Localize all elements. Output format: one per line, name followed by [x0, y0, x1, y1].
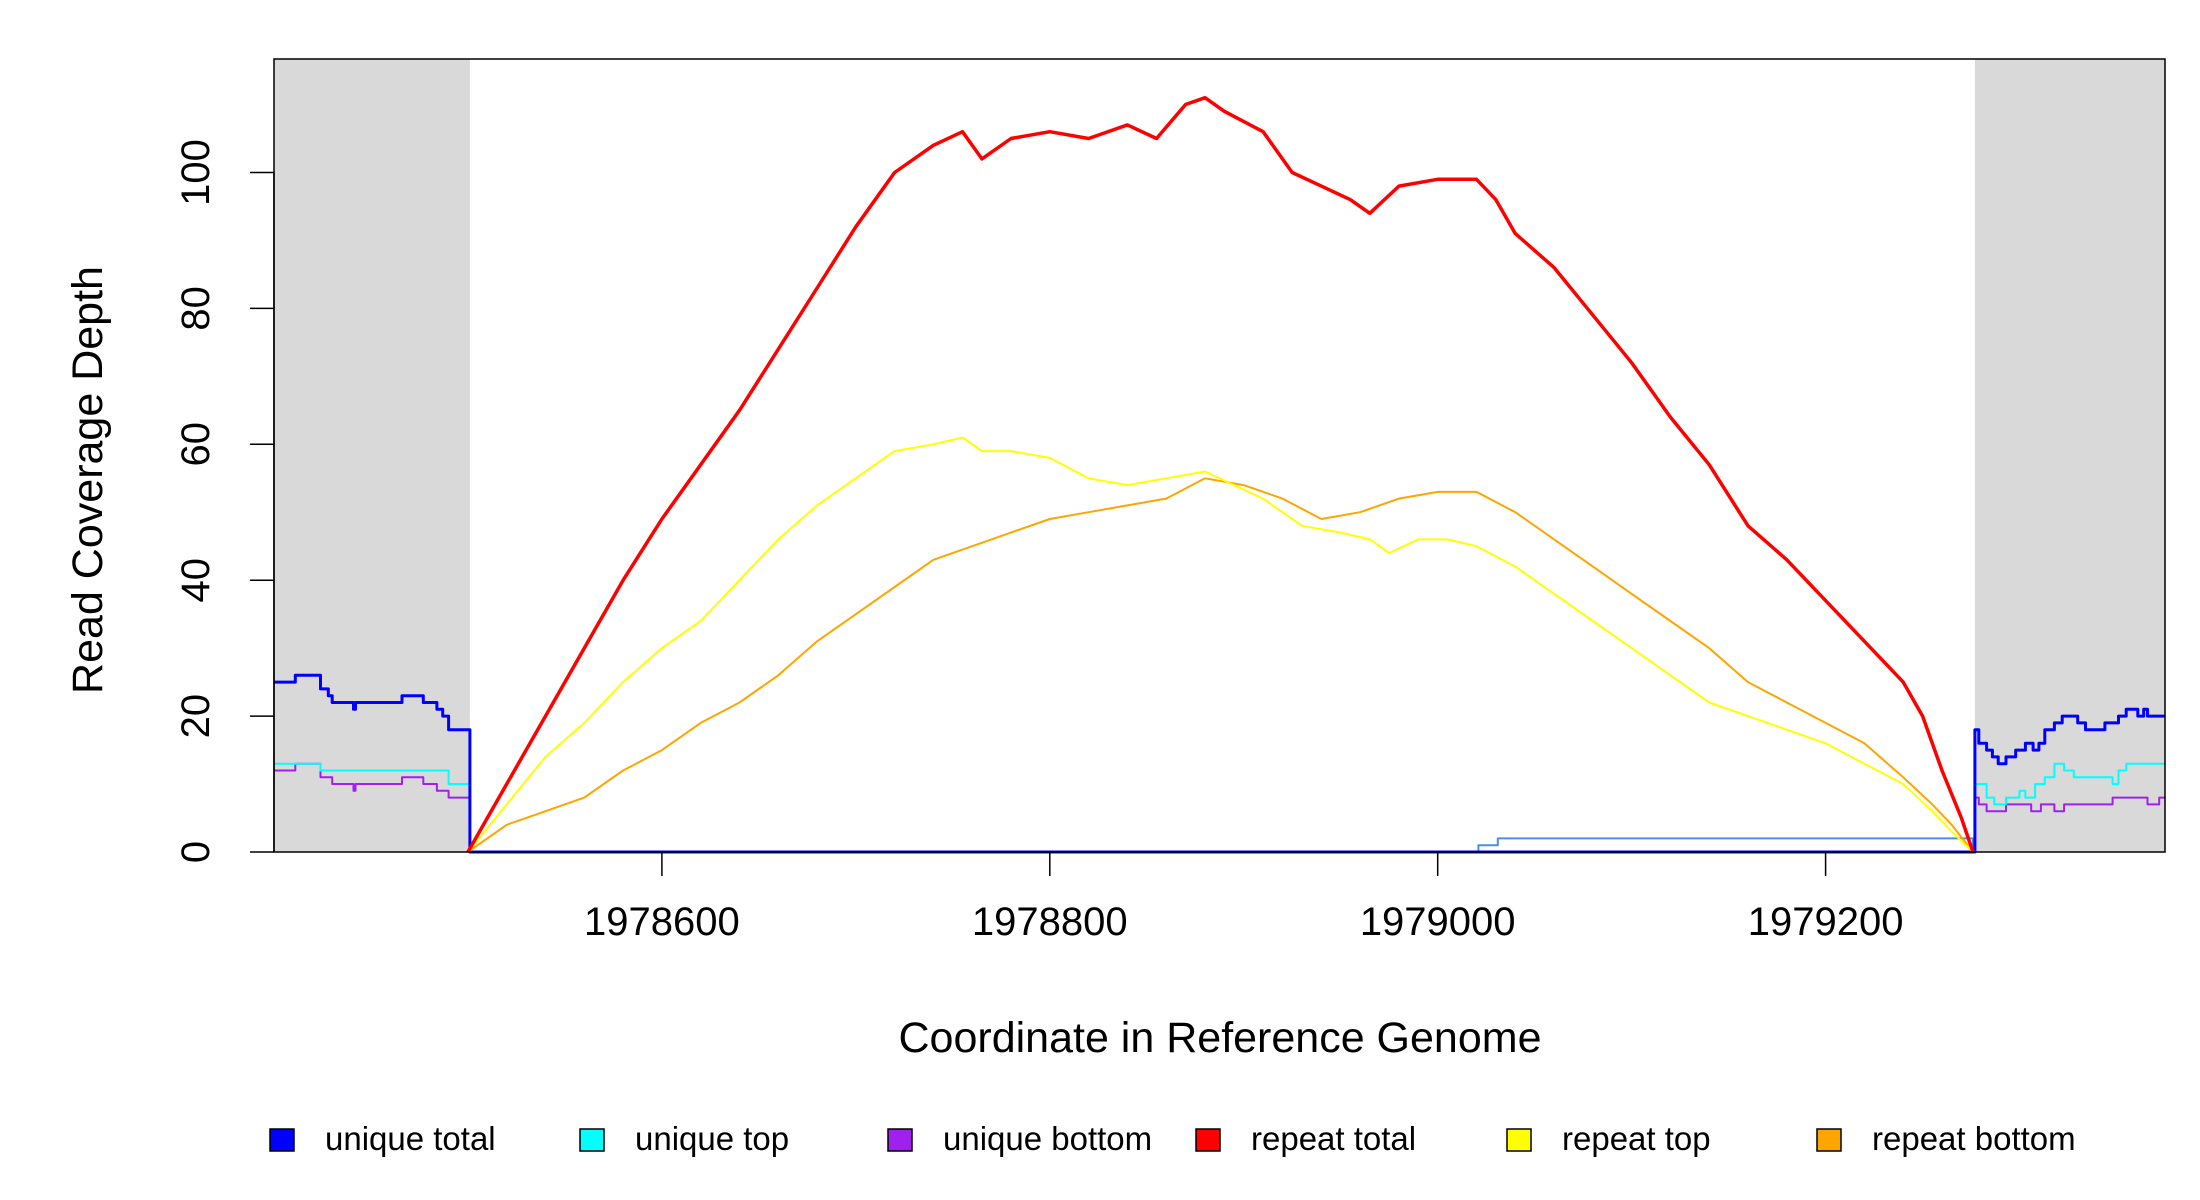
series-repeat-top [467, 436, 1974, 853]
legend-item: repeat total [1195, 1120, 1416, 1157]
plot-frame [273, 58, 2166, 853]
x-axis: 1978600 1978800 1979000 1979200 [584, 852, 1903, 944]
legend-label: repeat total [1251, 1120, 1416, 1157]
x-tick-label: 1978600 [584, 900, 740, 944]
shaded-region-1 [1974, 59, 2165, 852]
legend-item: repeat top [1506, 1120, 1711, 1157]
legend: unique total unique top unique bottom repea… [269, 1120, 2076, 1157]
series-unique-total [274, 673, 2165, 854]
legend-label: unique bottom [943, 1120, 1152, 1157]
legend-swatch [269, 1128, 295, 1152]
legend-swatch [887, 1128, 913, 1152]
x-axis-label: Coordinate in Reference Genome [899, 1014, 1542, 1062]
legend-swatch [1816, 1128, 1842, 1152]
series-lines [274, 95, 2165, 854]
legend-item: unique bottom [887, 1120, 1152, 1157]
shaded-region-0 [274, 59, 470, 852]
legend-label: unique total [325, 1120, 496, 1157]
legend-item: unique top [579, 1120, 789, 1157]
y-tick-label: 60 [174, 422, 218, 467]
y-axis-label: Read Coverage Depth [64, 266, 112, 694]
x-tick-label: 1978800 [972, 900, 1128, 944]
y-tick-label: 80 [174, 286, 218, 331]
y-tick-label: 100 [174, 139, 218, 206]
y-axis: 0 20 40 60 80 100 [174, 139, 275, 863]
shaded-regions [274, 59, 2165, 852]
legend-label: repeat bottom [1872, 1120, 2076, 1157]
y-tick-label: 20 [174, 694, 218, 739]
legend-swatch [1506, 1128, 1532, 1152]
x-tick-label: 1979000 [1360, 900, 1516, 944]
series-repeat-bottom [467, 477, 1974, 853]
legend-swatch [1195, 1128, 1221, 1152]
series-unique-repeat-overlap-baseline [469, 837, 1974, 853]
legend-label: unique top [635, 1120, 789, 1157]
series-repeat-total [466, 95, 1975, 853]
legend-item: repeat bottom [1816, 1120, 2076, 1157]
x-tick-label: 1979200 [1748, 900, 1904, 944]
legend-label: repeat top [1562, 1120, 1711, 1157]
legend-item: unique total [269, 1120, 496, 1157]
y-tick-label: 40 [174, 558, 218, 603]
y-tick-label: 0 [174, 841, 218, 863]
legend-swatch [579, 1128, 605, 1152]
